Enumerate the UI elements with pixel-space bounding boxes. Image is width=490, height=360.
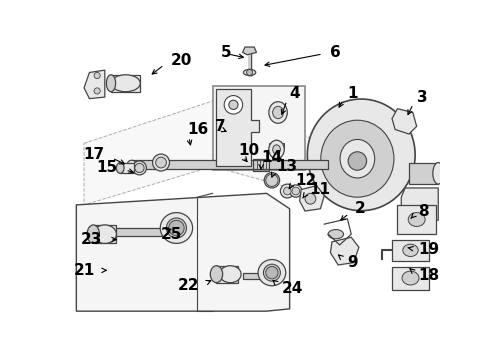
Text: 14: 14 [261, 150, 282, 165]
Bar [392, 266, 429, 289]
Ellipse shape [321, 120, 394, 197]
Circle shape [305, 193, 316, 204]
Bar [217, 266, 238, 283]
Text: 12: 12 [295, 173, 316, 188]
Ellipse shape [220, 266, 241, 283]
Text: 8: 8 [418, 203, 429, 219]
Text: 5: 5 [220, 45, 231, 60]
Circle shape [224, 95, 243, 114]
Ellipse shape [433, 163, 443, 184]
Bar [269, 143, 284, 149]
Ellipse shape [328, 230, 343, 239]
Text: 20: 20 [171, 53, 192, 68]
Circle shape [94, 88, 100, 94]
Text: 13: 13 [276, 159, 297, 174]
Polygon shape [330, 237, 359, 265]
Bar [117, 228, 176, 236]
Ellipse shape [132, 161, 147, 175]
Circle shape [266, 174, 278, 186]
Text: 23: 23 [81, 232, 102, 247]
Polygon shape [84, 101, 324, 205]
Ellipse shape [244, 69, 256, 76]
Polygon shape [392, 109, 416, 134]
Bar [111, 75, 140, 92]
Ellipse shape [106, 75, 116, 92]
Text: 18: 18 [418, 268, 440, 283]
Ellipse shape [264, 264, 280, 281]
Bar [132, 160, 328, 170]
Ellipse shape [403, 244, 418, 256]
Bar [213, 86, 305, 170]
Ellipse shape [272, 145, 280, 154]
Ellipse shape [264, 172, 280, 188]
Text: 10: 10 [238, 144, 259, 158]
Ellipse shape [408, 213, 425, 226]
Bar [93, 225, 117, 243]
Bar [397, 205, 436, 234]
Circle shape [266, 266, 278, 279]
Ellipse shape [87, 225, 99, 243]
Circle shape [169, 220, 184, 236]
Ellipse shape [290, 185, 302, 197]
Ellipse shape [340, 139, 375, 178]
Ellipse shape [307, 99, 415, 211]
Ellipse shape [402, 271, 419, 285]
Text: 24: 24 [282, 280, 303, 296]
Polygon shape [243, 47, 257, 55]
Text: 6: 6 [330, 45, 341, 60]
Circle shape [94, 72, 100, 78]
Ellipse shape [269, 102, 287, 123]
Ellipse shape [111, 75, 140, 92]
Ellipse shape [280, 184, 294, 198]
Text: 3: 3 [416, 90, 427, 105]
Text: 15: 15 [97, 161, 118, 175]
Ellipse shape [273, 106, 283, 119]
Ellipse shape [167, 218, 187, 238]
Circle shape [283, 187, 291, 195]
Text: 4: 4 [290, 86, 300, 101]
Ellipse shape [117, 163, 124, 173]
Ellipse shape [258, 260, 286, 286]
Polygon shape [84, 70, 105, 99]
Circle shape [292, 187, 300, 195]
Ellipse shape [210, 266, 222, 283]
Ellipse shape [269, 140, 284, 159]
Ellipse shape [93, 225, 117, 243]
Bar [409, 163, 438, 184]
Circle shape [348, 152, 367, 170]
Text: 11: 11 [309, 182, 330, 197]
Polygon shape [300, 186, 324, 211]
Ellipse shape [152, 154, 170, 171]
Circle shape [229, 100, 238, 109]
Polygon shape [401, 188, 438, 220]
Ellipse shape [160, 213, 193, 243]
Text: 16: 16 [187, 122, 208, 137]
Text: 9: 9 [347, 255, 358, 270]
Text: 7: 7 [215, 119, 225, 134]
Polygon shape [76, 193, 290, 311]
Circle shape [156, 157, 167, 168]
Circle shape [246, 69, 253, 76]
Text: 2: 2 [355, 201, 366, 216]
Polygon shape [217, 89, 259, 166]
Text: 22: 22 [178, 278, 199, 293]
Circle shape [135, 163, 144, 172]
Text: 17: 17 [84, 147, 105, 162]
Bar [243, 273, 272, 279]
Text: 1: 1 [347, 86, 358, 101]
Ellipse shape [127, 160, 136, 170]
Bar [253, 159, 269, 171]
Text: 25: 25 [161, 227, 182, 242]
Bar [392, 239, 429, 261]
Bar [120, 163, 134, 173]
Text: 21: 21 [74, 263, 95, 278]
Text: 19: 19 [418, 242, 440, 257]
